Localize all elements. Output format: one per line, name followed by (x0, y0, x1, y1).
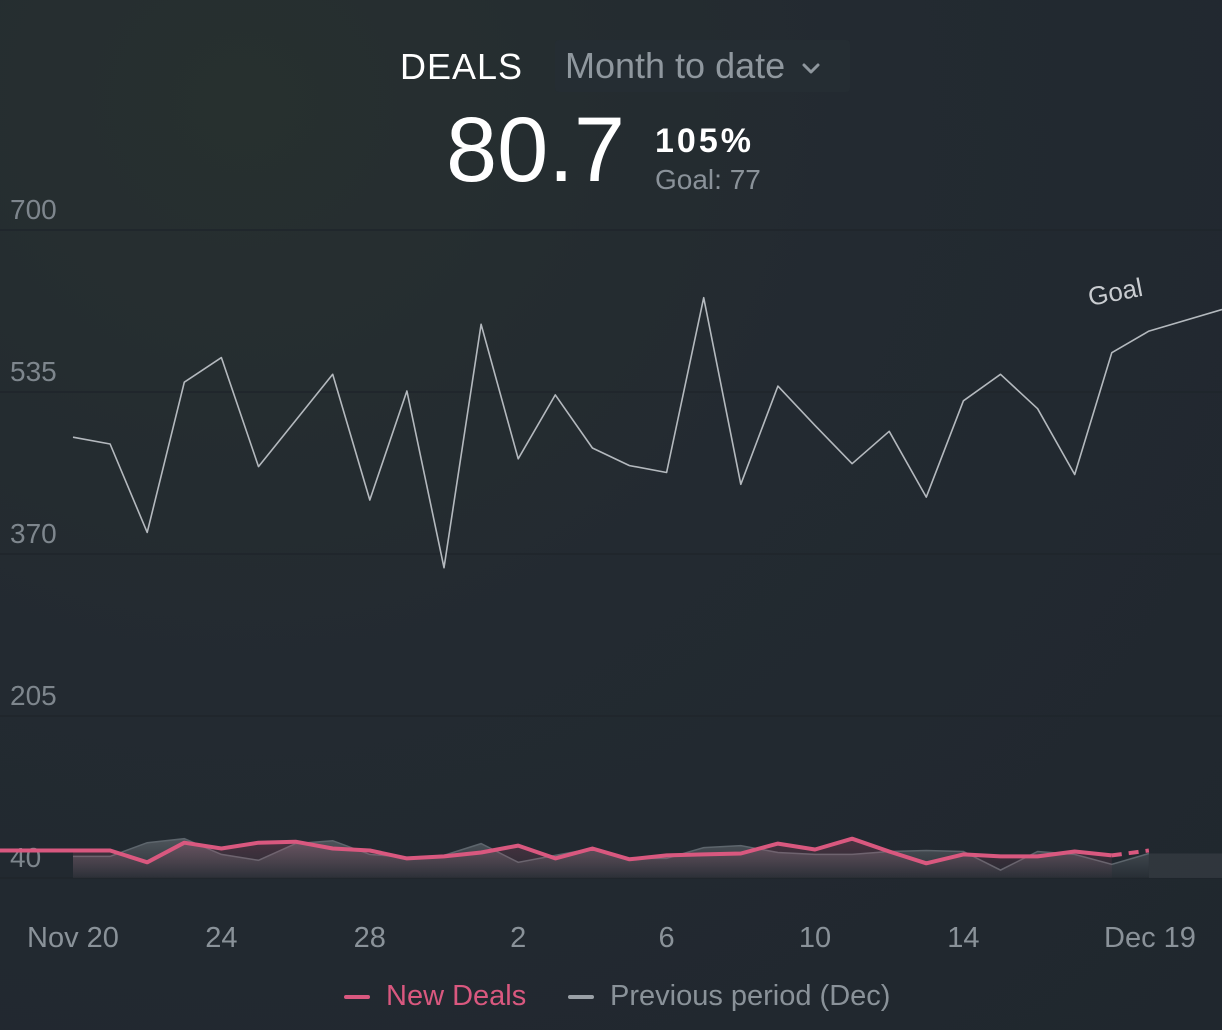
goal-target: Goal: 77 (655, 164, 761, 195)
new-deals-projection (1111, 848, 1150, 858)
x-tick-label: 10 (798, 922, 832, 954)
goal-annotation: Goal (1085, 272, 1145, 312)
y-tick-label: 535 (10, 356, 57, 387)
metric-value: 80.7 (446, 99, 626, 201)
chart-legend: New Deals Previous period (Dec) (0, 980, 1222, 1020)
legend-previous-period[interactable]: Previous period (Dec) (568, 980, 890, 1013)
previous-period-swatch (568, 994, 594, 999)
legend-previous-period-label: Previous period (Dec) (610, 980, 891, 1012)
y-tick-label: 700 (10, 194, 57, 225)
metric-title: DEALS (400, 46, 524, 87)
x-tick-label: 24 (205, 922, 238, 954)
chart-header: DEALS Month to date (0, 40, 1222, 100)
y-tick-label: 40 (10, 842, 42, 873)
goal-percent: 105% (655, 122, 754, 160)
x-tick-label: 14 (947, 922, 980, 954)
goal-line (72, 296, 1222, 569)
x-tick-label: 6 (658, 922, 675, 954)
y-tick-label: 205 (10, 680, 57, 711)
new-deals-swatch (344, 994, 370, 999)
legend-new-deals-label: New Deals (386, 980, 527, 1012)
x-tick-label: 2 (510, 922, 527, 954)
period-dropdown[interactable]: Month to date (555, 40, 850, 92)
previous-period-tail (1148, 853, 1222, 878)
x-tick-label: Dec 19 (1104, 922, 1196, 954)
new-deals-line (73, 836, 1113, 866)
y-tick-label: 370 (10, 518, 57, 549)
legend-new-deals[interactable]: New Deals (344, 980, 526, 1013)
period-label: Month to date (565, 45, 786, 86)
x-tick-label: 28 (353, 922, 386, 954)
new-deals-area (73, 838, 1112, 878)
chevron-down-icon (802, 63, 820, 74)
x-tick-label: Nov 20 (27, 922, 119, 954)
